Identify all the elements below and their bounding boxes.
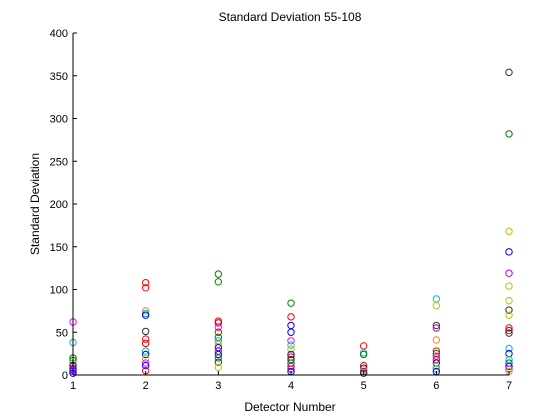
y-tick-label: 250 <box>50 156 68 168</box>
data-point <box>505 306 513 314</box>
data-point <box>141 347 150 355</box>
data-point <box>141 350 150 359</box>
data-point <box>432 347 441 355</box>
data-point <box>432 362 441 371</box>
data-point <box>214 278 223 286</box>
data-point <box>359 350 368 359</box>
data-point <box>214 350 223 359</box>
data-point <box>141 311 150 319</box>
data-point <box>141 339 150 348</box>
data-point <box>505 324 513 332</box>
y-axis-title: Standard Deviation <box>28 153 42 255</box>
data-point <box>141 335 150 343</box>
x-tick-label: 2 <box>143 380 149 392</box>
data-point <box>141 307 150 315</box>
plot-area <box>69 68 513 377</box>
data-point <box>432 336 441 344</box>
x-tick-label: 3 <box>215 380 221 392</box>
x-tick-label: 7 <box>506 380 512 392</box>
data-point <box>432 324 441 332</box>
data-point <box>214 354 223 362</box>
data-point <box>141 327 150 336</box>
data-point <box>505 130 513 138</box>
data-point <box>505 296 513 305</box>
data-point <box>214 319 223 327</box>
data-point <box>505 362 513 371</box>
y-tick-label: 350 <box>50 71 68 83</box>
y-tick-label: 150 <box>50 242 68 254</box>
data-point <box>287 350 295 359</box>
data-point <box>214 270 223 278</box>
y-tick-label: 200 <box>50 199 68 211</box>
x-tick-label: 6 <box>433 380 439 392</box>
data-point <box>141 359 150 367</box>
data-point <box>214 358 223 366</box>
data-point <box>287 299 295 307</box>
y-tick-label: 100 <box>50 285 68 297</box>
data-point <box>287 328 295 336</box>
data-point <box>505 311 513 319</box>
y-tick-label: 400 <box>50 28 68 40</box>
data-point <box>287 313 295 321</box>
data-point <box>287 345 295 354</box>
data-point <box>505 282 513 290</box>
data-point <box>432 321 441 330</box>
data-point <box>141 278 150 287</box>
data-point <box>505 344 513 353</box>
data-point <box>505 68 513 77</box>
data-point <box>141 361 150 370</box>
data-point <box>287 337 295 345</box>
data-point <box>287 362 295 371</box>
x-tick-label: 1 <box>70 380 76 392</box>
data-point <box>214 363 223 372</box>
data-point <box>432 302 441 310</box>
y-axis-ticks: 0 50 100 150 200 250 300 350 400 <box>50 28 77 382</box>
x-tick-label: 5 <box>361 380 367 392</box>
x-axis-ticks: 1 2 3 4 5 6 7 <box>70 371 512 392</box>
data-point <box>505 269 513 277</box>
data-point <box>505 227 513 236</box>
y-tick-label: 50 <box>56 327 68 339</box>
y-tick-label: 0 <box>62 370 68 382</box>
data-point <box>505 248 513 256</box>
data-point <box>214 328 223 336</box>
x-tick-label: 4 <box>288 380 294 392</box>
data-point <box>505 329 513 337</box>
chart-title: Standard Deviation 55-108 <box>219 10 362 24</box>
data-point <box>214 323 223 331</box>
y-tick-label: 300 <box>50 114 68 126</box>
x-axis-title: Detector Number <box>244 400 335 414</box>
data-point <box>141 284 150 292</box>
data-point <box>505 326 513 335</box>
data-point <box>287 341 295 349</box>
data-point <box>359 369 368 377</box>
